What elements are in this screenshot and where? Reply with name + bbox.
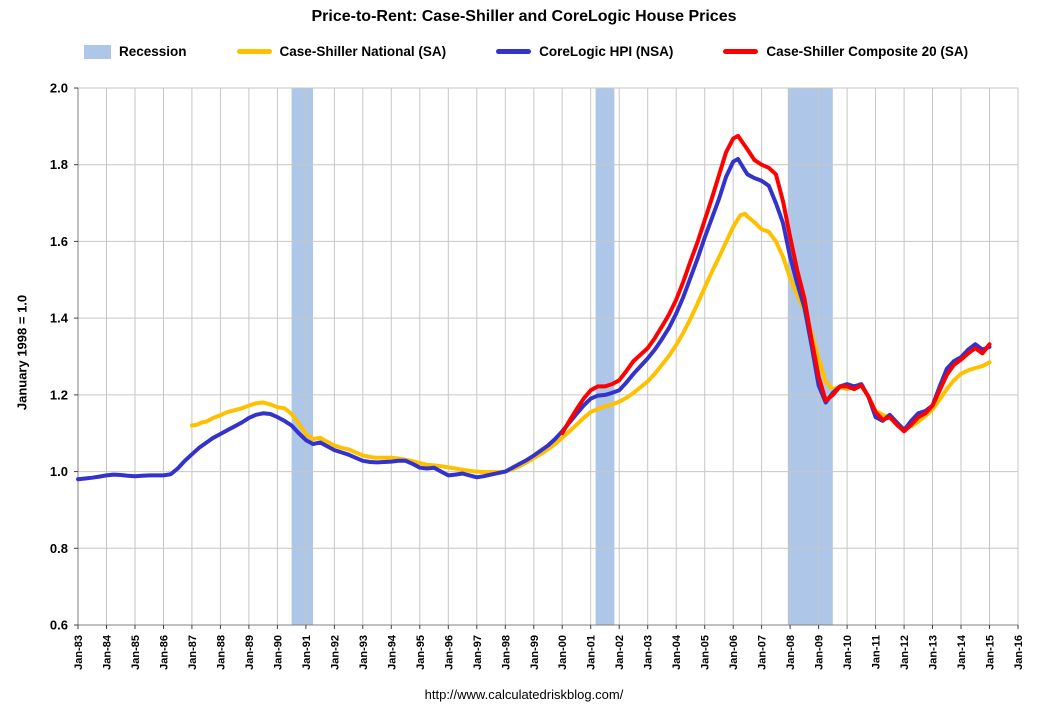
recession-band (787, 88, 833, 625)
y-tick-label: 0.6 (50, 618, 68, 633)
x-tick-label: Jan-12 (899, 635, 911, 670)
x-tick-label: Jan-07 (757, 635, 769, 670)
recession-band (291, 88, 313, 625)
x-tick-label: Jan-88 (215, 635, 227, 670)
legend: Recession Case-Shiller National (SA) Cor… (84, 44, 968, 59)
x-tick-label: Jan-98 (500, 635, 512, 670)
x-tick-label: Jan-10 (842, 635, 854, 670)
x-tick-label: Jan-85 (130, 635, 142, 670)
x-tick-label: Jan-08 (785, 635, 797, 670)
legend-label-case-shiller-national: Case-Shiller National (SA) (279, 44, 447, 59)
legend-item-case-shiller-composite-20: Case-Shiller Composite 20 (SA) (723, 44, 968, 59)
y-tick-label: 1.8 (50, 157, 68, 172)
legend-label-recession: Recession (119, 44, 187, 59)
x-tick-label: Jan-92 (329, 635, 341, 670)
case-shiller-composite-20-line-swatch (723, 49, 759, 54)
legend-label-corelogic-hpi: CoreLogic HPI (NSA) (539, 44, 674, 59)
x-tick-label: Jan-04 (671, 634, 683, 670)
x-tick-label: Jan-05 (700, 635, 712, 670)
x-tick-label: Jan-00 (557, 635, 569, 670)
x-tick-label: Jan-89 (244, 635, 256, 670)
y-tick-label: 1.0 (50, 464, 68, 479)
y-tick-label: 2.0 (50, 81, 68, 96)
x-tick-label: Jan-91 (301, 635, 313, 670)
y-tick-label: 1.2 (50, 387, 68, 402)
x-tick-label: Jan-16 (1013, 635, 1025, 670)
y-tick-label: 1.6 (50, 234, 68, 249)
x-tick-label: Jan-83 (73, 635, 85, 670)
x-tick-label: Jan-02 (614, 635, 626, 670)
x-tick-label: Jan-84 (102, 634, 114, 670)
x-tick-label: Jan-94 (386, 634, 398, 670)
legend-item-case-shiller-national: Case-Shiller National (SA) (236, 44, 447, 59)
legend-label-case-shiller-composite-20: Case-Shiller Composite 20 (SA) (766, 44, 969, 59)
source-url: http://www.calculatedriskblog.com/ (424, 687, 624, 702)
x-tick-label: Jan-06 (728, 635, 740, 670)
x-tick-label: Jan-90 (272, 635, 284, 670)
y-tick-label: 0.8 (50, 541, 68, 556)
x-tick-label: Jan-97 (472, 635, 484, 670)
x-tick-label: Jan-87 (187, 635, 199, 670)
x-tick-label: Jan-09 (814, 635, 826, 670)
x-tick-label: Jan-96 (443, 635, 455, 670)
x-tick-label: Jan-01 (586, 635, 598, 670)
x-tick-label: Jan-13 (928, 635, 940, 670)
chart-title: Price-to-Rent: Case-Shiller and CoreLogi… (311, 8, 737, 25)
legend-item-recession: Recession (84, 44, 187, 59)
recession-band-swatch (84, 44, 111, 59)
recession-band (595, 88, 615, 625)
legend-item-corelogic-hpi: CoreLogic HPI (NSA) (496, 44, 673, 59)
x-tick-label: Jan-93 (358, 635, 370, 670)
x-tick-label: Jan-14 (956, 634, 968, 670)
y-axis-title: January 1998 = 1.0 (14, 294, 30, 411)
y-tick-label: 1.4 (50, 311, 69, 326)
case-shiller-national-line-swatch (236, 49, 272, 54)
x-tick-label: Jan-99 (529, 635, 541, 670)
x-tick-label: Jan-86 (159, 635, 171, 670)
x-tick-label: Jan-15 (985, 635, 997, 670)
x-tick-label: Jan-03 (643, 635, 655, 670)
series-line-case-shiller-composite-20-sa (560, 133, 992, 436)
corelogic-hpi-line-swatch (496, 49, 532, 54)
x-tick-label: Jan-95 (415, 635, 427, 670)
x-tick-label: Jan-11 (871, 635, 883, 669)
